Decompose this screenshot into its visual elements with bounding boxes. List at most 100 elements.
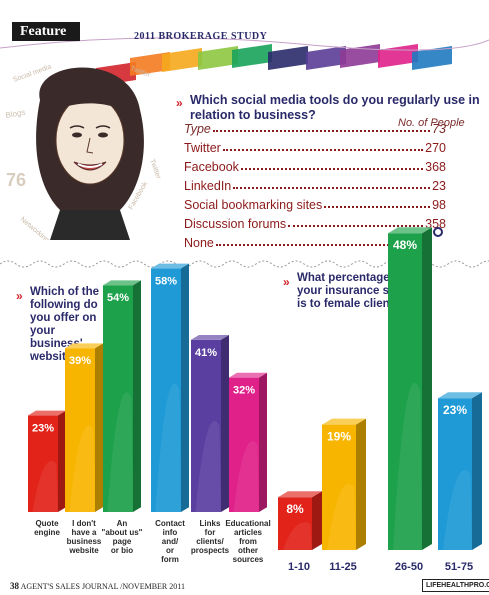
bar-top — [28, 410, 66, 416]
bar-top — [65, 343, 103, 349]
tick-label: An "about us" page or bio — [102, 519, 143, 555]
data-label: 58% — [155, 275, 177, 287]
tick-label: 11-25 — [329, 561, 357, 573]
bar-highlight — [283, 522, 312, 550]
end-mark-icon — [433, 227, 443, 237]
row-label: Discussion forums — [184, 217, 287, 231]
row-label: Twitter — [184, 141, 221, 155]
bar-highlight — [155, 383, 181, 512]
bar-highlight — [233, 441, 259, 512]
banner-block — [130, 52, 170, 76]
bar-top — [191, 335, 229, 340]
data-label: 23% — [32, 422, 54, 434]
question3-text: What percentage of your insurance sales … — [297, 272, 412, 310]
bar-top — [229, 372, 267, 378]
row-label: LinkedIn — [184, 179, 232, 193]
tick-label: Quote engine — [34, 519, 60, 537]
bar-highlight — [32, 460, 58, 512]
bar-side — [422, 227, 432, 550]
banner-block — [268, 46, 308, 70]
bar-group: 8% 1-10 — [278, 491, 322, 573]
word-cloud-text: 76 — [6, 170, 26, 190]
dot-leader — [233, 187, 431, 189]
tick-label: Educational articles from other sources — [225, 519, 270, 564]
bar-highlight — [327, 483, 356, 550]
bar-group: 23% Quote engine — [28, 410, 66, 537]
row-value: 98 — [432, 198, 446, 212]
row-label: None — [184, 236, 214, 250]
table-row: Discussion forums 358 — [184, 213, 446, 231]
data-label: 32% — [233, 385, 255, 397]
tick-label: 51-75 — [445, 561, 473, 573]
dot-leader — [212, 130, 431, 132]
tick-label: 26-50 — [395, 561, 423, 573]
publication-name: AGENT'S SALES JOURNAL — [20, 582, 119, 591]
banner-block — [340, 44, 380, 68]
page-number: 38 — [10, 581, 19, 591]
row-label: Facebook — [184, 160, 239, 174]
dot-leader — [288, 225, 424, 227]
table-row: None — [184, 232, 434, 250]
table-row: Social bookmarking sites 98 — [184, 194, 446, 212]
study-title: 2011 BROKERAGE STUDY — [134, 31, 268, 42]
bar-side — [221, 335, 229, 512]
bar-side — [181, 263, 189, 512]
bar-group: 54% An "about us" page or bio — [102, 280, 143, 555]
bar-highlight — [69, 425, 95, 512]
data-label: 48% — [393, 238, 417, 252]
data-label: 19% — [327, 430, 351, 444]
bar-top — [438, 392, 482, 399]
banner-block — [412, 46, 452, 70]
arrow-icon: » — [283, 275, 290, 289]
footer: 38 AGENT'S SALES JOURNAL /NOVEMBER 2011 — [10, 581, 185, 591]
dot-leader — [324, 206, 431, 208]
dot-leader — [215, 244, 432, 246]
dot-leader — [240, 168, 424, 170]
row-value: 23 — [432, 179, 446, 193]
bar-group: 23% 51-75 — [438, 392, 482, 573]
word-cloud-text: Blogs — [5, 108, 26, 120]
tick-label: 1-10 — [288, 561, 310, 573]
face-drawing — [36, 67, 144, 240]
portrait-illustration: Social media Blogs Twitter Facebook Netw… — [5, 64, 162, 240]
table-row: Facebook 368 — [184, 156, 446, 174]
bar-top — [278, 491, 322, 498]
question1-text: Which social media tools do you regularl… — [190, 93, 480, 122]
bar-group: 32% Educational articles from other sources — [225, 372, 271, 564]
feature-label: Feature — [12, 22, 80, 41]
data-label: 8% — [286, 502, 304, 516]
bar-group: 41% Links for clients/prospects — [191, 335, 230, 555]
bar-top — [103, 280, 141, 286]
bar-group: 48% 26-50 — [388, 227, 432, 573]
data-label: 54% — [107, 292, 129, 304]
bar-side — [133, 280, 141, 512]
tick-label: I don't have a business website — [67, 519, 102, 555]
bar-highlight — [443, 469, 472, 550]
row-value: 270 — [425, 141, 446, 155]
data-label: 39% — [69, 355, 91, 367]
arrow-icon: » — [16, 289, 23, 303]
table-row: LinkedIn 23 — [184, 175, 446, 193]
data-label: 41% — [195, 347, 217, 359]
row-label: Type — [184, 122, 211, 136]
data-label: 23% — [443, 403, 467, 417]
banner-line — [0, 37, 489, 51]
bar-side — [58, 410, 66, 512]
banner-block — [232, 44, 272, 68]
bar-top — [322, 418, 366, 425]
row-label: Social bookmarking sites — [184, 198, 323, 212]
bar-side — [472, 392, 482, 550]
bar-group: 39% I don't have a business website — [65, 343, 103, 555]
arrow-icon: » — [176, 96, 183, 110]
bar-group: 19% 11-25 — [322, 418, 366, 573]
bar-side — [259, 372, 267, 512]
banner-block — [198, 46, 238, 70]
website-link[interactable]: LIFEHEALTHPRO.COM — [422, 579, 489, 592]
issue-date: /NOVEMBER 2011 — [120, 582, 185, 591]
bar-side — [312, 491, 322, 550]
row-value: 368 — [425, 160, 446, 174]
column-header: No. of People — [398, 117, 465, 129]
row-value: 73 — [432, 122, 446, 136]
banner-block — [306, 46, 346, 70]
